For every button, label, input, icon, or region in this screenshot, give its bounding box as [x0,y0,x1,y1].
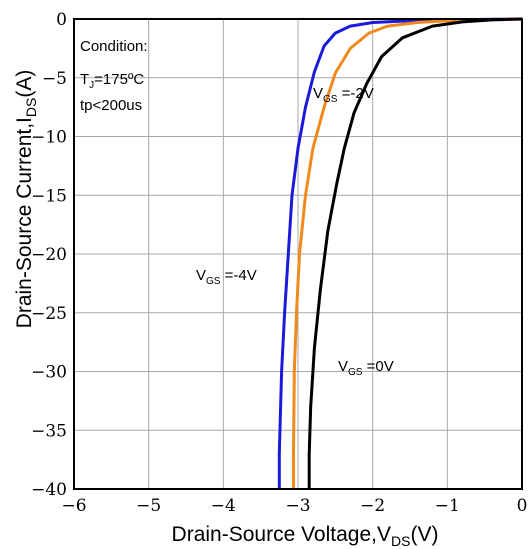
series-layer [277,17,523,489]
condition-temperature: TJ=175ºC [80,71,144,91]
y-axis-title-sub: DS [23,98,39,117]
y-tick-label: 0 [56,10,67,30]
series-label-sub: GS [323,94,338,105]
temp-subscript: J [89,80,94,91]
x-tick-label: −3 [285,496,310,516]
series-line-2 [307,17,523,489]
plot-frame [73,18,523,490]
y-tick-label: −40 [31,480,67,500]
series-label-vgs-minus2: VGS =-2V [313,85,374,105]
y-tick-label: −10 [31,128,67,148]
condition-pulse: tp<200us [80,97,142,114]
series-label-main: V [313,85,323,102]
x-axis-title: Drain-Source Voltage,VDS(V) [172,523,439,549]
x-tick-label: −6 [61,496,86,516]
temp-value: =175ºC [94,71,144,88]
condition-title: Condition: [80,38,148,55]
series-label-main: V [196,267,206,284]
series-label-value: =-2V [337,85,373,102]
series-label-vgs-minus4: VGS =-4V [196,267,257,287]
y-axis-title: Drain-Source Current,IDS(A) [13,70,39,329]
y-tick-label: −25 [31,304,67,324]
series-line-1 [292,17,523,489]
series-label-sub: GS [206,276,221,287]
y-axis-title-main: Drain-Source Current,I [13,117,36,328]
y-tick-label: −5 [42,69,67,89]
y-axis-title-unit: (A) [13,70,36,98]
x-tick-label: −1 [435,496,460,516]
y-tick-label: −35 [31,421,67,441]
temp-prefix: T [80,71,89,88]
series-line-0 [277,17,523,489]
series-label-sub: GS [348,367,363,378]
x-tick-label: 0 [517,496,528,516]
series-label-main: V [338,358,348,375]
x-tick-label: −5 [136,496,161,516]
x-axis-title-unit: (V) [410,523,438,546]
x-tick-label: −2 [360,496,385,516]
y-tick-label: −20 [31,245,67,265]
x-axis-title-sub: DS [391,533,410,549]
y-tick-label: −15 [31,186,67,206]
x-axis-title-main: Drain-Source Voltage,V [172,523,391,546]
tick-labels: −6 −5 −4 −3 −2 −1 00−5−10−15−20−25−30−35−40 [31,10,527,516]
series-label-vgs-0: VGS =0V [338,358,394,378]
series-label-value: =-4V [220,267,256,284]
y-tick-label: −30 [31,363,67,383]
x-tick-label: −4 [211,496,236,516]
series-label-value: =0V [362,358,393,375]
